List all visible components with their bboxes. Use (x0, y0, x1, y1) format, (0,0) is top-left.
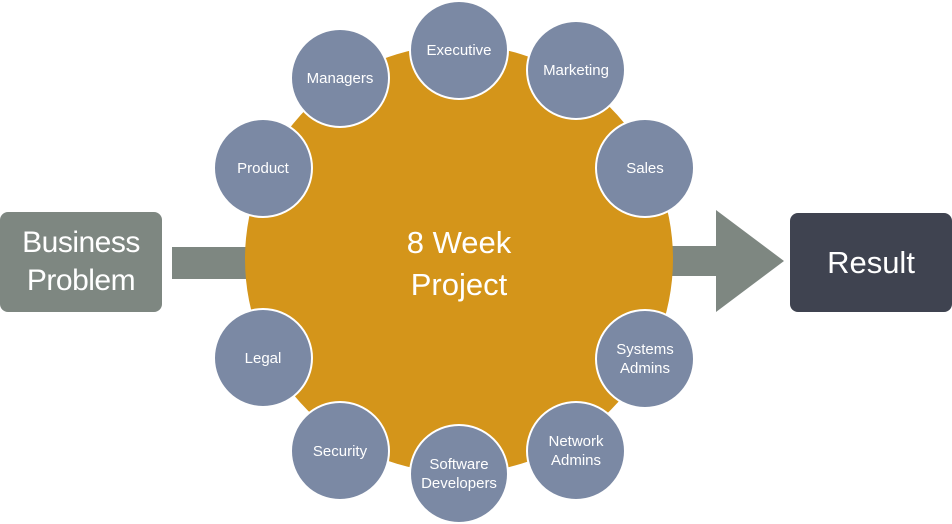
project-hub-line1: 8 Week (406, 225, 512, 260)
node-systems-admins: Systems Admins (595, 309, 695, 409)
input-arrow-shaft (172, 247, 252, 279)
result-box: Result (790, 213, 952, 312)
node-executive: Executive (409, 0, 509, 100)
node-sales-label: Sales (626, 159, 664, 177)
project-hub-label: 8 Week Project (300, 222, 618, 306)
node-legal: Legal (213, 308, 313, 408)
node-security: Security (290, 401, 390, 501)
node-managers-label: Managers (306, 69, 374, 87)
node-network-admins-line1: Network (548, 433, 604, 450)
node-security-label: Security (312, 442, 368, 460)
node-product-label: Product (237, 159, 289, 177)
result-label: Result (827, 244, 915, 280)
business-problem-line2: Problem (26, 264, 136, 297)
node-product: Product (213, 118, 313, 218)
node-software-developers: Software Developers (409, 424, 509, 524)
node-executive-label: Executive (426, 41, 492, 59)
node-legal-label: Legal (244, 349, 282, 367)
output-arrow (660, 210, 784, 312)
node-marketing: Marketing (526, 20, 626, 120)
node-software-developers-line2: Developers (421, 475, 497, 492)
node-sales: Sales (595, 118, 695, 218)
node-systems-admins-line2: Admins (619, 360, 671, 377)
output-arrow-shape (660, 210, 784, 312)
node-managers: Managers (290, 28, 390, 128)
project-hub-line2: Project (410, 267, 508, 302)
node-software-developers-line1: Software (429, 456, 489, 473)
node-network-admins-line2: Admins (550, 452, 602, 469)
business-problem-box: Business Problem (0, 212, 162, 312)
node-systems-admins-line1: Systems (616, 341, 674, 358)
business-problem-line1: Business (22, 226, 140, 259)
node-marketing-label: Marketing (543, 61, 609, 79)
node-network-admins: Network Admins (526, 401, 626, 501)
